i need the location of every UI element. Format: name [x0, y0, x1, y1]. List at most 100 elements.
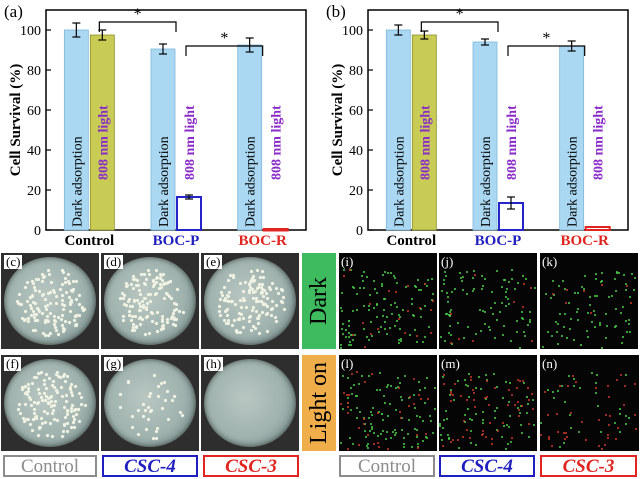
live-cell [465, 383, 468, 386]
live-cell [583, 287, 586, 290]
live-cell [385, 332, 388, 335]
live-cell [373, 288, 376, 291]
live-cell [412, 394, 415, 397]
colony [148, 409, 152, 413]
live-cell [364, 429, 367, 432]
dead-cell [351, 372, 354, 375]
petri-dish: (c) [1, 253, 99, 349]
live-cell [378, 372, 381, 375]
colony [62, 308, 66, 312]
colony [71, 420, 75, 424]
dead-cell [461, 436, 464, 439]
live-cell [564, 287, 567, 290]
colony [69, 426, 73, 430]
colony [248, 282, 252, 286]
colony [56, 332, 60, 336]
colony [122, 293, 126, 297]
colony [249, 279, 253, 283]
live-cell [384, 401, 387, 404]
colony [249, 329, 253, 333]
dead-cell [493, 386, 496, 389]
y-axis-label: Cell Survival (%) [330, 64, 346, 177]
live-cell [387, 384, 390, 387]
live-cell [398, 316, 401, 319]
dead-cell [547, 438, 550, 441]
colony [155, 322, 159, 326]
live-cell [508, 425, 511, 428]
colony [29, 303, 33, 307]
dead-cell [352, 334, 355, 337]
live-cell [618, 413, 621, 416]
row-label-dark: Dark [302, 253, 336, 349]
live-cell [396, 319, 399, 322]
colony [226, 299, 230, 303]
colony [173, 317, 177, 321]
colony [252, 291, 256, 295]
dead-cell [595, 386, 598, 389]
live-cell [399, 381, 402, 384]
y-tick-label: 0 [356, 224, 363, 239]
live-cell [399, 337, 402, 340]
colony [61, 270, 65, 274]
dead-cell [443, 373, 446, 376]
live-cell [479, 308, 482, 311]
colony [159, 286, 163, 290]
colony [222, 286, 226, 290]
colony [243, 298, 247, 302]
fluorescence-panel-label: (n) [542, 356, 558, 371]
live-cell [356, 406, 359, 409]
colony [51, 403, 55, 407]
colony [251, 297, 255, 301]
colony [38, 309, 42, 313]
live-cell [366, 336, 369, 339]
dead-cell [616, 379, 619, 382]
colony [38, 426, 42, 430]
colony [265, 312, 269, 316]
live-cell [446, 418, 449, 421]
live-cell [625, 283, 628, 286]
colony [239, 331, 243, 335]
colony [135, 279, 139, 283]
live-cell [387, 415, 390, 418]
live-cell [433, 386, 436, 389]
fluorescence-image: (n) [540, 355, 639, 451]
colony [166, 418, 170, 421]
colony [29, 403, 33, 407]
live-cell [348, 437, 351, 440]
colony [148, 395, 152, 399]
colony [151, 278, 155, 282]
dead-cell [530, 393, 533, 396]
colony [66, 422, 70, 426]
colony [61, 374, 65, 378]
colony [69, 388, 73, 392]
dead-cell [516, 400, 519, 403]
colony [281, 288, 285, 292]
colony [163, 281, 167, 285]
live-cell [375, 302, 378, 305]
colony [141, 318, 145, 322]
colony [70, 382, 74, 386]
live-cell [471, 289, 474, 292]
live-cell [500, 301, 503, 304]
live-cell [440, 433, 443, 436]
colony [255, 269, 259, 273]
live-cell [618, 271, 621, 274]
fluorescence-image: (i) [339, 253, 437, 349]
series-label-dark: Dark adsorption [157, 136, 172, 227]
live-cell [519, 346, 522, 349]
colony [225, 299, 229, 303]
live-cell [457, 322, 460, 325]
live-cell [473, 269, 476, 272]
dead-cell [395, 290, 398, 293]
colony [157, 385, 160, 389]
live-cell [619, 431, 622, 434]
dead-cell [583, 290, 586, 293]
live-cell [421, 440, 424, 443]
live-cell [415, 428, 418, 431]
colony [18, 402, 22, 406]
live-cell [614, 325, 616, 328]
dead-cell [634, 413, 637, 416]
significance-star: * [134, 6, 142, 23]
dead-cell [600, 448, 603, 451]
live-cell [444, 270, 447, 273]
